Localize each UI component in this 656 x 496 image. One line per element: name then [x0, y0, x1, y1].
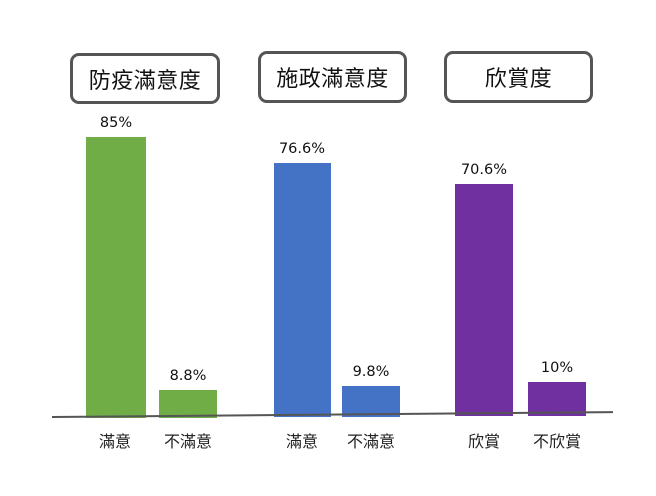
chart-title-governance-satisfaction: 施政滿意度 [258, 51, 407, 103]
chart-title-epidemic-satisfaction: 防疫滿意度 [70, 53, 220, 104]
bar-governance-satisfied [274, 163, 331, 417]
category-label: 不滿意 [163, 432, 212, 451]
category-label: 不欣賞 [532, 432, 581, 451]
bar-not-appreciate [528, 382, 586, 416]
bar-governance-unsatisfied [342, 386, 400, 417]
bar-epidemic-satisfied [86, 137, 146, 418]
category-label: 欣賞 [467, 432, 500, 451]
bar-epidemic-unsatisfied [159, 390, 217, 418]
value-label: 10% [540, 360, 574, 376]
category-label: 滿意 [285, 432, 318, 451]
bar-appreciate [455, 184, 513, 416]
category-label: 不滿意 [346, 432, 395, 451]
value-label: 9.8% [352, 364, 390, 380]
value-label: 85% [99, 115, 133, 131]
value-label: 70.6% [460, 162, 508, 178]
category-label: 滿意 [98, 432, 131, 451]
value-label: 76.6% [278, 141, 326, 157]
value-label: 8.8% [169, 368, 207, 384]
chart-title-appreciation: 欣賞度 [444, 51, 593, 103]
